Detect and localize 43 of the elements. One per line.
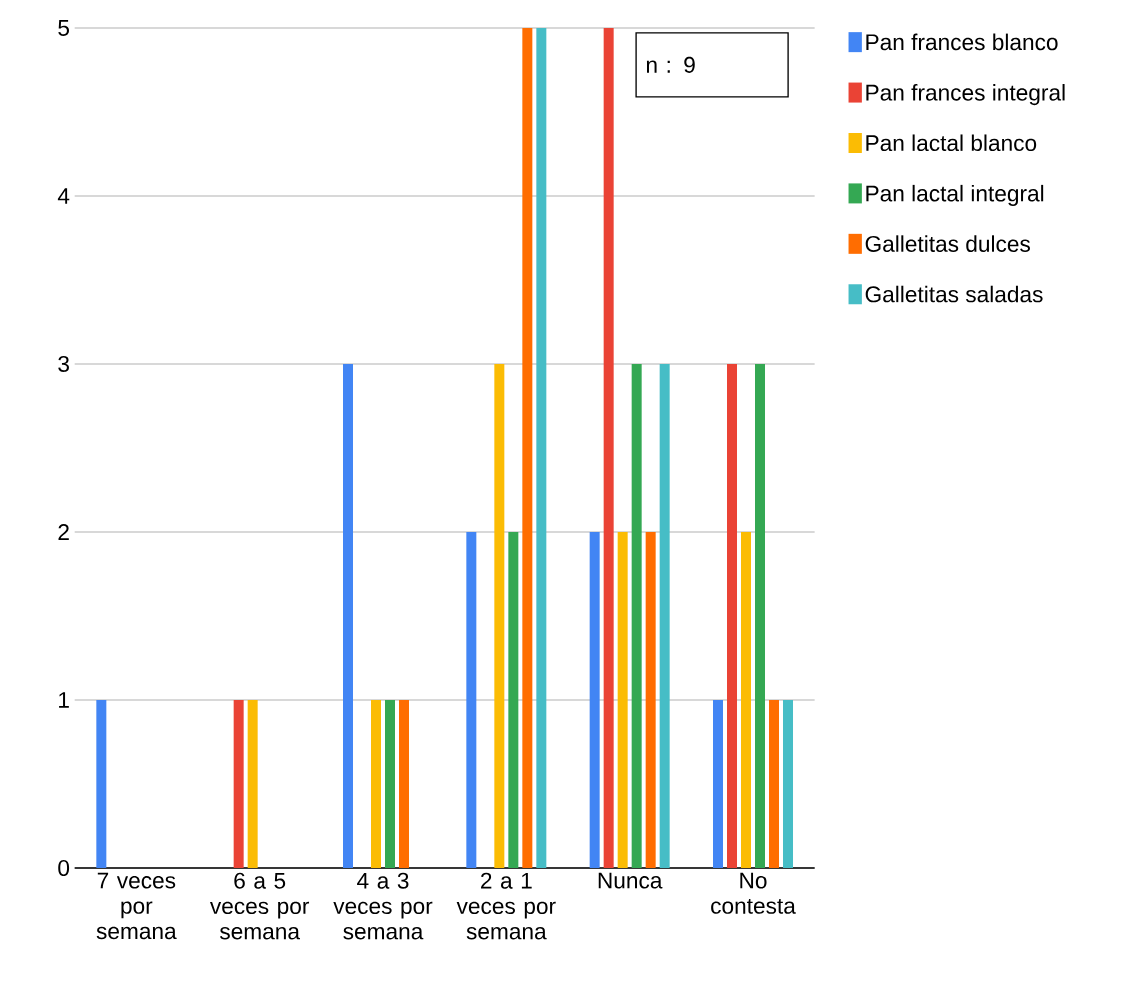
bar [631, 363, 642, 868]
legend-label: Pan lactal blanco [866, 134, 1037, 152]
bar [522, 27, 533, 868]
x-tick-label: No contesta [711, 872, 796, 914]
x-tick-label: 2 a 1 veces por semana [456, 872, 556, 940]
annotation: n : 9 [646, 56, 695, 73]
y-tick-label: 0 [58, 859, 70, 877]
bar [755, 363, 766, 868]
bar [727, 363, 738, 868]
bar [247, 700, 258, 868]
y-tick-label: 3 [58, 355, 69, 373]
legend-label: Galletitas saladas [865, 285, 1043, 303]
legend-label: Pan frances integral [866, 84, 1065, 106]
bar [96, 700, 107, 868]
bar [399, 700, 409, 868]
legend-label: Galletitas dulces [865, 235, 1030, 252]
y-tick-label: 1 [59, 692, 69, 708]
bar [659, 363, 670, 868]
bar [385, 700, 395, 868]
bar [494, 363, 505, 868]
bar [741, 531, 752, 868]
bar [589, 531, 600, 868]
y-tick-label: 4 [57, 188, 70, 204]
legend-label: Pan lactal integral [866, 184, 1044, 206]
bar [371, 700, 381, 868]
bar [645, 531, 656, 868]
x-tick-label: 7 veces por semana [96, 872, 177, 940]
x-tick-label: 6 a 5 veces por semana [209, 872, 310, 940]
bar [769, 700, 780, 868]
bar [508, 531, 519, 868]
x-tick-label: 4 a 3 veces por semana [333, 872, 433, 940]
bar [343, 363, 353, 868]
bar [536, 27, 547, 868]
bar [466, 531, 477, 868]
y-tick-label: 2 [58, 524, 69, 540]
y-tick-label: 5 [58, 20, 69, 36]
bar [617, 531, 628, 868]
bar [233, 700, 244, 868]
bar [783, 700, 794, 868]
x-tick-label: Nunca [598, 872, 663, 889]
bar [713, 700, 724, 868]
bar [603, 27, 614, 868]
legend-label: Pan frances blanco [866, 33, 1058, 51]
